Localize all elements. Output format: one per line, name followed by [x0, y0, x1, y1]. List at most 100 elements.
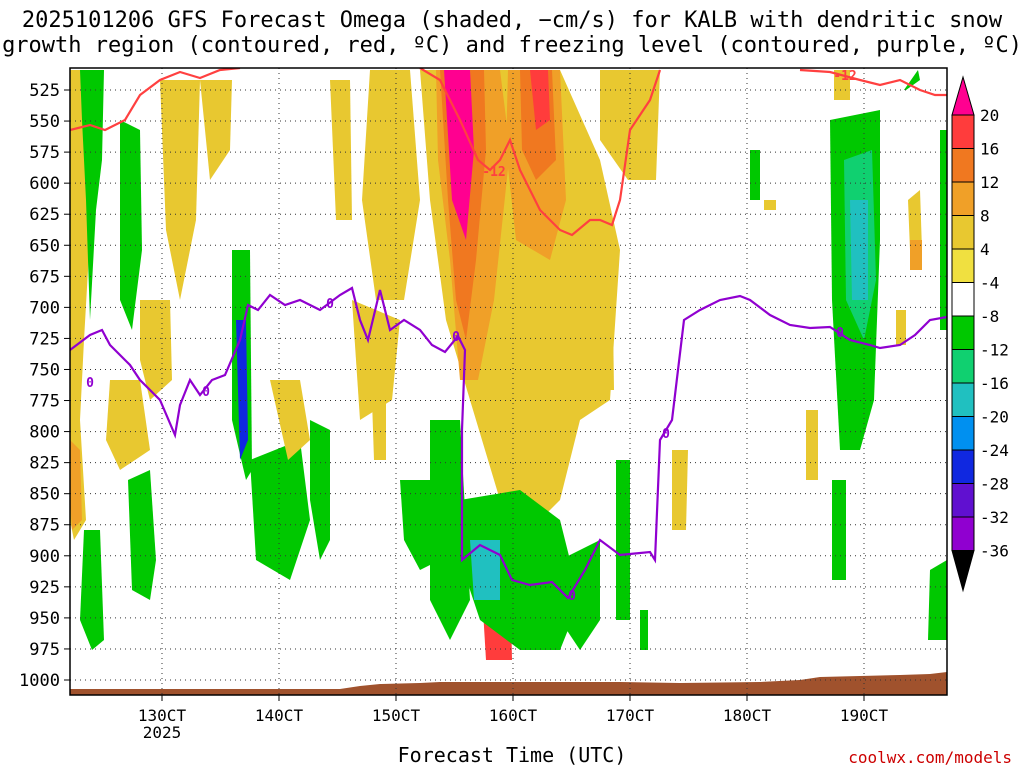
contour-label: 0 [568, 589, 576, 604]
y-tick-label: 925 [29, 578, 60, 598]
omega-patch [362, 70, 420, 300]
x-tick-label: 140CT [255, 706, 304, 725]
omega-patch [310, 420, 330, 560]
colorbar-label: 20 [980, 106, 999, 125]
grid-lines [70, 68, 947, 695]
omega-patch [106, 380, 150, 470]
colorbar-swatch [951, 449, 975, 484]
omega-patch [330, 80, 352, 220]
colorbar-swatch [951, 349, 975, 384]
contour-label: 0 [836, 326, 844, 341]
y-tick-label: 950 [29, 609, 60, 629]
omega-patch [236, 320, 248, 460]
colorbar-label: -20 [980, 408, 1009, 427]
omega-patch [270, 380, 310, 460]
colorbar-top-arrow [951, 75, 975, 116]
y-tick-label: 525 [29, 81, 60, 101]
colorbar-swatch [951, 483, 975, 518]
x-tick-label: 190CT [840, 706, 889, 725]
colorbar-label: -4 [980, 274, 999, 293]
omega-patch [910, 240, 922, 270]
omega-patch [600, 250, 614, 390]
x-axis-ticks: 130CT 140CT 150CT 160CT 170CT 180CT 190CT 2025 [138, 695, 889, 742]
x-tick-label: 180CT [723, 706, 772, 725]
omega-patch [896, 310, 906, 345]
x-tick-label: 170CT [606, 706, 655, 725]
omega-patch [444, 70, 474, 240]
y-tick-label: 725 [29, 329, 60, 349]
chart-title-line-1: 2025101206 GFS Forecast Omega (shaded, −… [21, 8, 1003, 33]
y-tick-label: 975 [29, 640, 60, 660]
y-tick-label: 600 [29, 174, 60, 194]
colorbar-label: -28 [980, 475, 1009, 494]
colorbar-label: -24 [980, 441, 1009, 460]
dendritic-contour-line [419, 68, 662, 237]
y-tick-label: 825 [29, 454, 60, 474]
omega-patch [832, 480, 846, 580]
y-tick-label: 650 [29, 236, 60, 256]
colorbar-label: 12 [980, 173, 999, 192]
x-tick-label: 130CT [138, 706, 187, 725]
omega-patch [750, 150, 760, 200]
colorbar-swatch [951, 516, 975, 551]
colorbar-label: -36 [980, 542, 1009, 561]
omega-patch [460, 490, 580, 650]
colorbar-swatch [951, 416, 975, 451]
colorbar-label: -16 [980, 374, 1009, 393]
plot-frame [69, 67, 948, 696]
omega-patch [70, 440, 82, 530]
freezing-level-contour-line [70, 286, 947, 600]
omega-patch [764, 200, 776, 210]
omega-patch [560, 540, 600, 650]
contour-label: 0 [452, 330, 460, 345]
omega-shading [70, 70, 947, 660]
omega-patch [928, 560, 947, 640]
omega-patch [640, 610, 648, 650]
x-year-label: 2025 [143, 723, 182, 742]
colorbar-swatch [951, 148, 975, 183]
omega-patch [616, 460, 630, 620]
omega-patch [120, 120, 142, 330]
omega-patch [372, 400, 386, 460]
omega-patch [250, 440, 310, 580]
omega-patch [940, 130, 947, 330]
colorbar-swatch [951, 382, 975, 417]
colorbar-swatch [951, 215, 975, 250]
colorbar-label: -8 [980, 307, 999, 326]
colorbar-swatch [951, 114, 975, 149]
omega-patch [908, 190, 922, 250]
omega-patch [470, 540, 500, 600]
y-tick-label: 800 [29, 423, 60, 443]
contour-label: -12 [482, 165, 505, 180]
y-tick-label: 750 [29, 360, 60, 380]
y-tick-label: 850 [29, 485, 60, 505]
omega-patch [530, 70, 550, 130]
colorbar-swatch [951, 315, 975, 350]
chart-title-line-2: growth region (contoured, red, ºC) and f… [2, 33, 1022, 58]
credit-text: coolwx.com/models [848, 748, 1012, 767]
omega-patch [200, 80, 232, 180]
colorbar-swatch [951, 181, 975, 216]
contour-label: 0 [326, 297, 334, 312]
omega-patch [850, 200, 868, 300]
y-tick-label: 700 [29, 298, 60, 318]
dendritic-contour-line [70, 68, 241, 132]
contour-label: 0 [662, 427, 670, 442]
y-tick-label: 575 [29, 143, 60, 163]
omega-patch [834, 70, 850, 100]
omega-patch [128, 470, 156, 600]
x-axis-label: Forecast Time (UTC) [397, 743, 627, 767]
colorbar-bottom-arrow [951, 550, 975, 593]
y-tick-label: 550 [29, 112, 60, 132]
colorbar-label: 8 [980, 207, 990, 226]
omega-patch [140, 300, 172, 400]
y-tick-label: 775 [29, 392, 60, 412]
omega-patch [80, 530, 104, 650]
omega-patch [430, 420, 470, 640]
y-tick-label: 875 [29, 516, 60, 536]
colorbar: 20 16 12 8 4 -4 -8 -12 -16 -20 -24 -28 -32 -36 [951, 75, 1009, 593]
x-tick-label: 150CT [372, 706, 421, 725]
colorbar-label: -32 [980, 508, 1009, 527]
terrain-fill [70, 672, 947, 695]
